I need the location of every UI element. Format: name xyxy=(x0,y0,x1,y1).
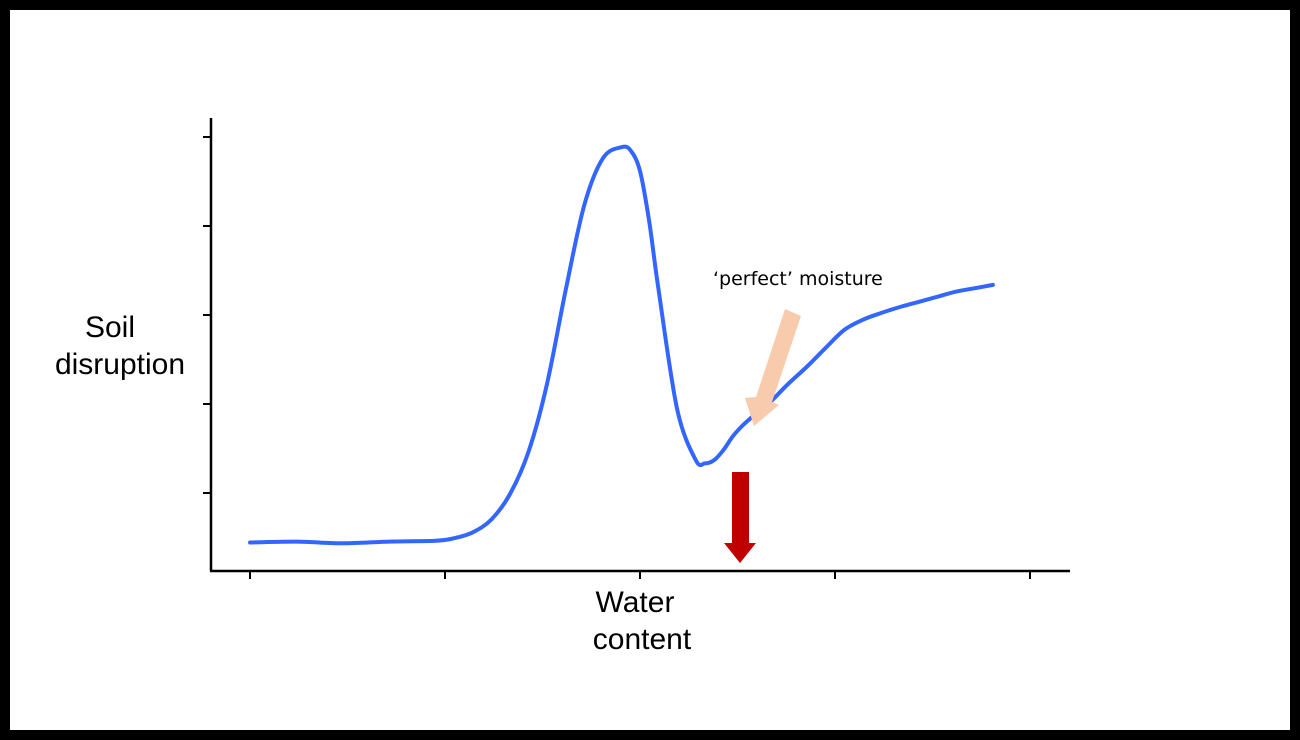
x-axis-label-line-1: Water xyxy=(596,586,675,619)
chart: Soil disruption Water content ‘perfect’ … xyxy=(55,118,1070,656)
axes xyxy=(209,118,1070,573)
minimum-marker-arrow xyxy=(724,472,756,563)
series-layer xyxy=(248,144,995,546)
x-axis-label-line-2: content xyxy=(593,623,692,656)
annotation-layer xyxy=(724,309,801,563)
ticks xyxy=(203,136,1031,579)
perfect-moisture-arrow xyxy=(745,309,801,426)
chart-frame: Soil disruption Water content ‘perfect’ … xyxy=(10,10,1290,730)
y-axis-label-line-1: Soil xyxy=(85,311,135,344)
perfect-moisture-annotation: ‘perfect’ moisture xyxy=(713,268,883,290)
series-line-1 xyxy=(248,144,995,546)
y-axis-label-line-2: disruption xyxy=(55,348,185,381)
